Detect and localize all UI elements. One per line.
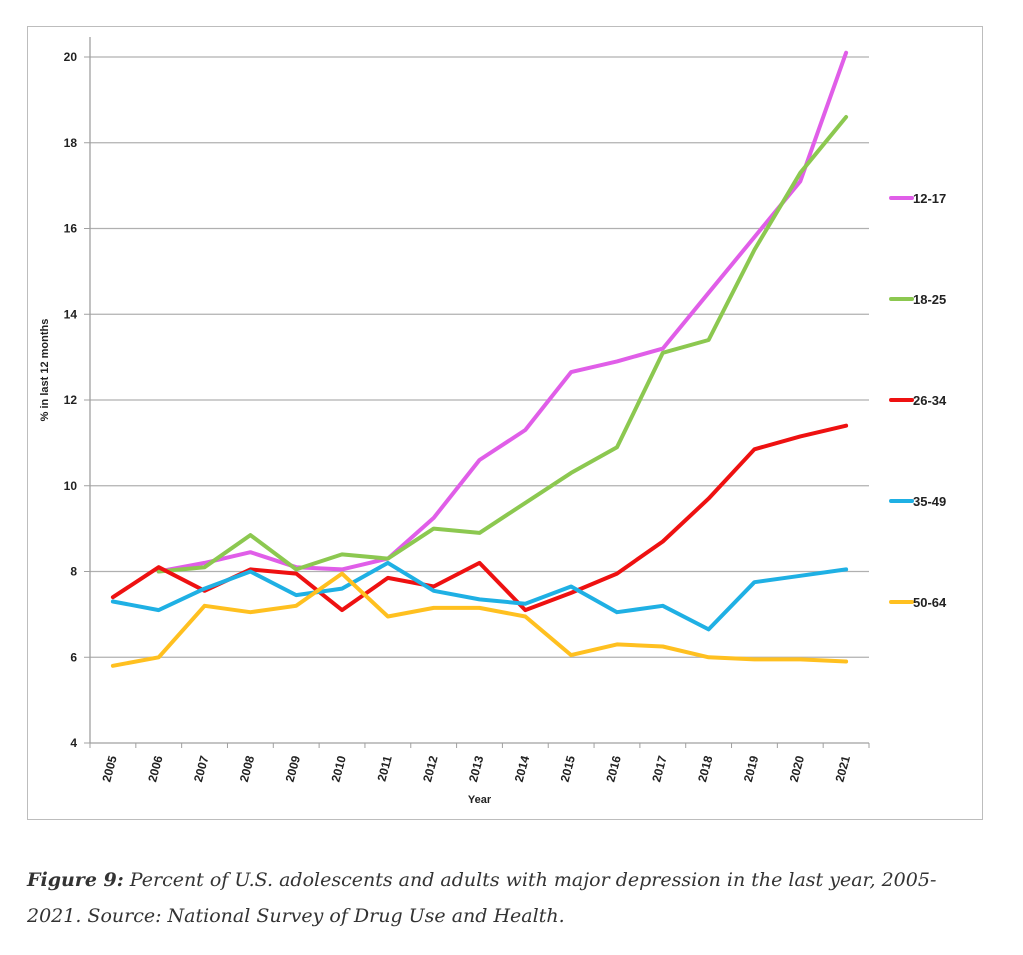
figure-caption-text: Percent of U.S. adolescents and adults w… (27, 869, 937, 927)
x-tick-label: 2021 (833, 754, 854, 784)
series-lines (110, 50, 849, 668)
series-line-35-49 (110, 560, 849, 632)
gridlines (90, 56, 869, 658)
x-tick-label: 2018 (695, 754, 716, 784)
x-tick-label: 2012 (420, 754, 441, 784)
legend-label-26-34: 26-34 (913, 393, 947, 408)
series-line-50-64 (110, 571, 849, 668)
x-tick-label: 2005 (99, 754, 120, 784)
x-tick-label: 2019 (741, 754, 762, 784)
legend-label-50-64: 50-64 (913, 595, 947, 610)
x-tick-label: 2020 (787, 754, 808, 784)
figure-label: Figure 9: (27, 869, 124, 891)
figure-caption: Figure 9: Percent of U.S. adolescents an… (27, 862, 987, 934)
x-tick-label: 2015 (558, 754, 579, 784)
y-tick-label: 12 (64, 393, 78, 407)
series-line-18-25 (156, 115, 849, 574)
y-axis-title: % in last 12 months (39, 319, 51, 422)
x-axis-title: Year (468, 794, 492, 806)
y-tick-label: 14 (64, 307, 78, 321)
y-tick-label: 8 (70, 565, 77, 579)
legend-label-12-17: 12-17 (913, 191, 946, 206)
x-tick-label: 2007 (191, 754, 212, 784)
x-tick-label: 2014 (512, 754, 533, 784)
x-tick-label: 2016 (603, 754, 624, 784)
y-tick-label: 10 (64, 479, 78, 493)
y-tick-label: 18 (64, 136, 78, 150)
y-tick-label: 6 (70, 650, 77, 664)
legend-label-18-25: 18-25 (913, 292, 946, 307)
x-tick-label: 2013 (466, 754, 487, 784)
y-tick-label: 16 (64, 222, 78, 236)
x-tick-label: 2008 (237, 754, 258, 784)
x-tick-label: 2011 (374, 754, 394, 783)
y-tick-label: 20 (64, 50, 78, 64)
y-tick-label: 4 (70, 736, 77, 750)
legend-label-35-49: 35-49 (913, 494, 946, 509)
x-tick-label: 2017 (649, 754, 670, 784)
x-tick-label: 2006 (145, 754, 166, 784)
legend: 12-17 18-25 26-34 35-49 50-64 (889, 191, 947, 610)
series-line-12-17 (156, 50, 849, 574)
x-tick-label: 2009 (283, 754, 304, 784)
line-chart: 4 6 8 10 12 14 16 18 20 2005 2006 2007 2008 2009 2010 2… (39, 37, 947, 806)
x-tick-label: 2010 (328, 754, 349, 784)
axes: 4 6 8 10 12 14 16 18 20 2005 2006 2007 2008 2009 2010 2… (64, 37, 870, 784)
chart-frame: 4 6 8 10 12 14 16 18 20 2005 2006 2007 2008 2009 2010 2… (27, 26, 983, 820)
